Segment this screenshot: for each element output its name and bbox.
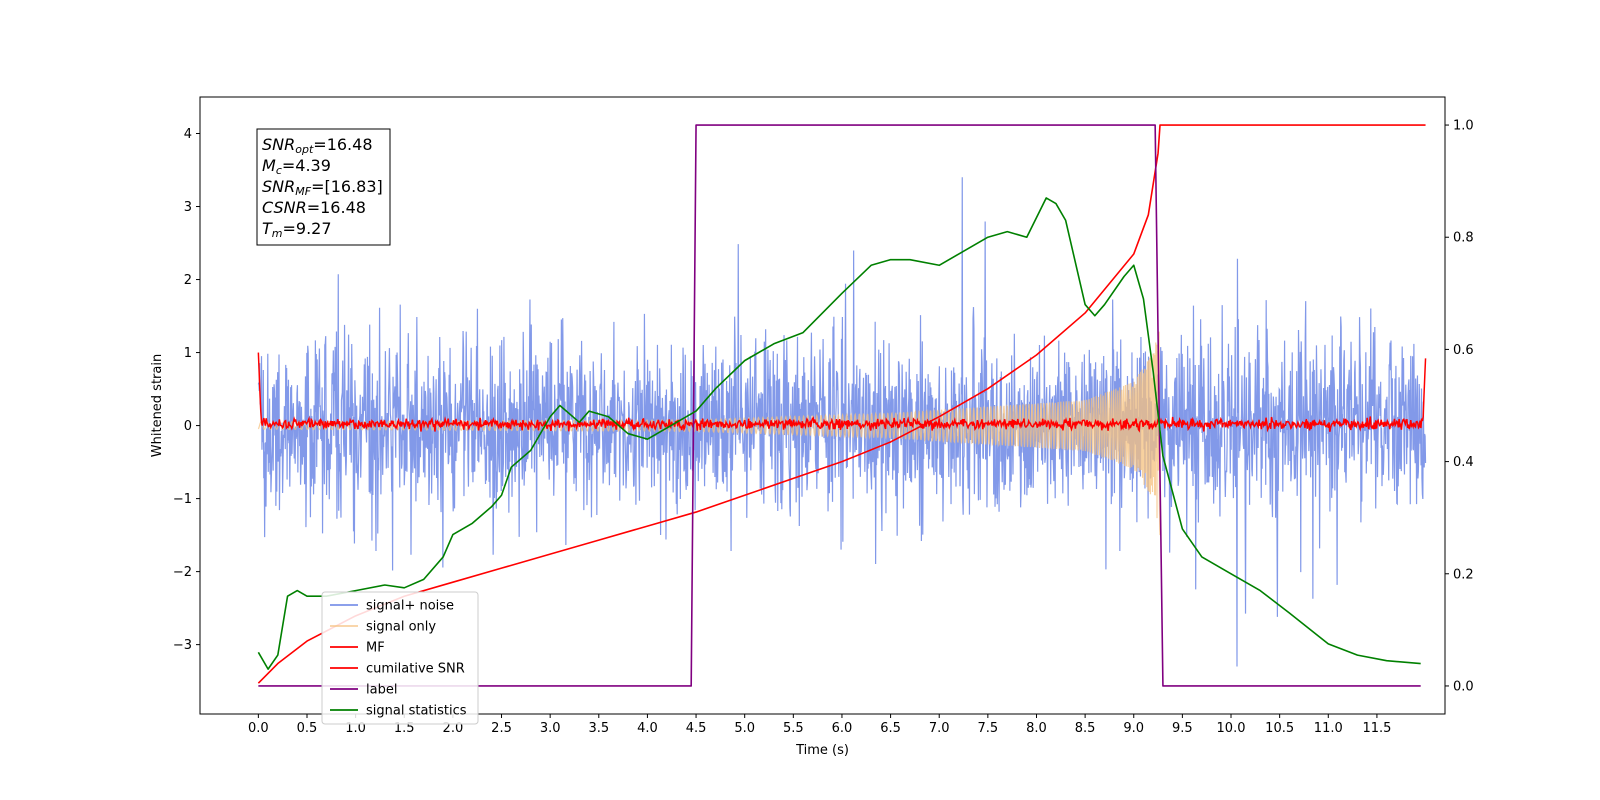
- x-tick-label: 2.0: [443, 721, 464, 736]
- y-right-tick-label: 0.2: [1453, 567, 1474, 582]
- legend-label: cumilative SNR: [366, 662, 465, 677]
- legend-label: signal statistics: [366, 704, 467, 719]
- x-tick-label: 10.5: [1265, 721, 1294, 736]
- x-tick-label: 8.0: [1026, 721, 1047, 736]
- x-tick-label: 11.5: [1362, 721, 1391, 736]
- annotation-mc: Mc=4.39: [262, 156, 331, 177]
- x-tick-label: 2.5: [491, 721, 512, 736]
- x-tick-label: 7.5: [978, 721, 999, 736]
- y-tick-label: −2: [173, 565, 192, 580]
- axes-frame: [199, 96, 1446, 715]
- annotation-snr-mf: SNRMF=[16.83]: [262, 177, 383, 198]
- y-tick-label: 1: [184, 346, 192, 361]
- y-right-tick-label: 1.0: [1453, 119, 1474, 134]
- y-right-tick-label: 0.8: [1453, 231, 1474, 246]
- legend-label: signal only: [366, 620, 436, 635]
- legend: signal+ noise signal only MF cumilative SNR…: [321, 591, 479, 725]
- y-tick-label: 2: [184, 273, 192, 288]
- legend-frame: [321, 591, 479, 725]
- x-tick-label: 4.5: [686, 721, 707, 736]
- x-tick-label: 8.5: [1075, 721, 1096, 736]
- x-tick-label: 5.5: [783, 721, 804, 736]
- annotation-snr-opt: SNRopt=16.48: [262, 135, 373, 156]
- annotation-csnr: CSNR=16.48: [262, 198, 366, 217]
- y-tick-label: −1: [173, 492, 192, 507]
- y-tick-label: 0: [184, 419, 192, 434]
- x-tick-label: 1.0: [345, 721, 366, 736]
- y-tick-label: 4: [184, 127, 192, 142]
- y-right-axis-ticks: 0.0 0.2 0.4 0.6 0.8 1.0: [1445, 119, 1474, 694]
- x-tick-label: 0.0: [248, 721, 269, 736]
- x-axis-label: Time (s): [795, 743, 849, 758]
- y-right-tick-label: 0.0: [1453, 679, 1474, 694]
- x-tick-label: 5.0: [734, 721, 755, 736]
- x-tick-label: 3.0: [540, 721, 561, 736]
- annotation-frame: [256, 128, 391, 246]
- x-tick-label: 4.0: [637, 721, 658, 736]
- annotation-box: SNRopt=16.48 Mc=4.39 SNRMF=[16.83] CSNR=…: [256, 128, 391, 246]
- y-right-tick-label: 0.4: [1453, 455, 1474, 470]
- x-tick-label: 11.0: [1314, 721, 1343, 736]
- x-tick-label: 6.0: [832, 721, 853, 736]
- x-tick-label: 7.0: [929, 721, 950, 736]
- legend-label: label: [366, 683, 397, 698]
- x-axis-ticks: 0.0 0.5 1.0 1.5 2.0 2.5 3.0 3.5 4.0 4.5 5.0 5.5 6.0 6…: [248, 714, 1391, 736]
- legend-label: MF: [366, 641, 385, 656]
- x-tick-label: 9.0: [1123, 721, 1144, 736]
- y-tick-label: −3: [173, 638, 192, 653]
- x-tick-label: 6.5: [880, 721, 901, 736]
- y-axis-label: Whitened strain: [150, 354, 165, 457]
- x-tick-label: 9.5: [1172, 721, 1193, 736]
- legend-label: signal+ noise: [366, 599, 454, 614]
- x-tick-label: 10.0: [1217, 721, 1246, 736]
- series-signal-statistics-line: [257, 197, 1421, 670]
- x-tick-label: 3.5: [588, 721, 609, 736]
- series-signal-noise-line: [257, 177, 1427, 667]
- y-tick-label: 3: [184, 200, 192, 215]
- series-mf-line: [257, 352, 1427, 433]
- annotation-tm: Tm=9.27: [262, 219, 332, 240]
- y-right-tick-label: 0.6: [1453, 343, 1474, 358]
- y-axis-ticks: −3 −2 −1 0 1 2 3 4: [173, 127, 200, 653]
- x-tick-label: 0.5: [297, 721, 318, 736]
- series-label-line: [258, 124, 1421, 687]
- x-tick-label: 1.5: [394, 721, 415, 736]
